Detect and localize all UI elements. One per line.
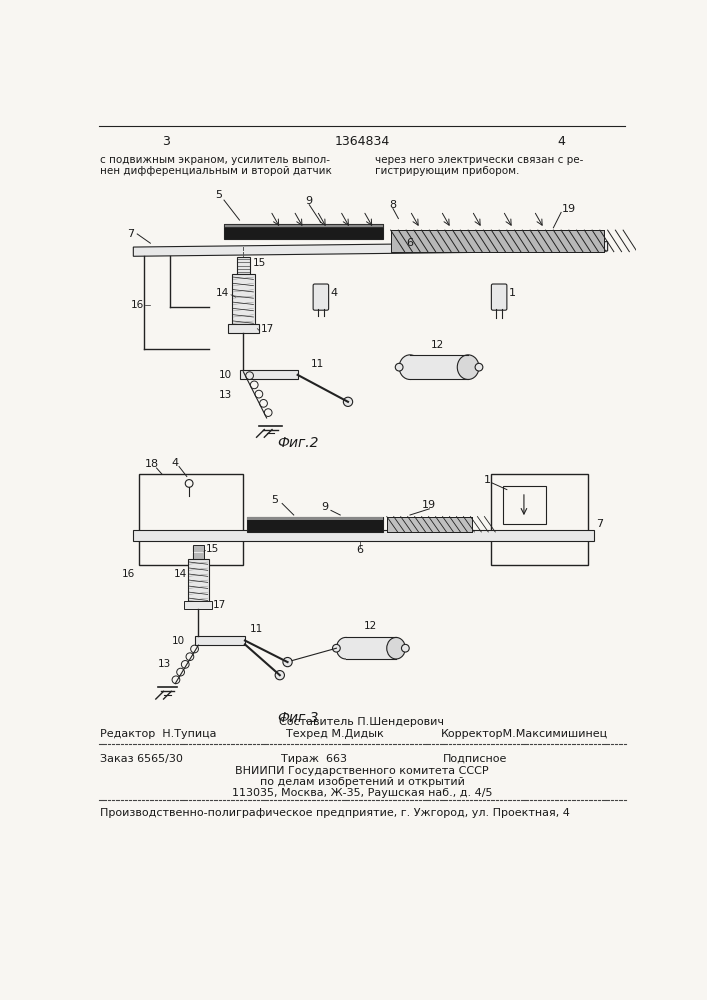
Text: нен дифференциальным и второй датчик: нен дифференциальным и второй датчик: [100, 166, 332, 176]
Bar: [193, 545, 204, 559]
Text: 4: 4: [557, 135, 565, 148]
Text: Редактор  Н.Тупица: Редактор Н.Тупица: [100, 729, 216, 739]
Bar: [410, 355, 468, 379]
Text: по делам изобретений и открытий: по делам изобретений и открытий: [259, 777, 464, 787]
Bar: [237, 257, 250, 274]
Circle shape: [344, 397, 353, 406]
Bar: [134, 530, 595, 541]
Text: 4: 4: [330, 288, 337, 298]
Bar: [194, 636, 245, 645]
Text: 5: 5: [215, 190, 222, 200]
Polygon shape: [134, 242, 607, 256]
Bar: [346, 637, 396, 659]
Bar: [503, 486, 546, 524]
Text: 15: 15: [252, 258, 266, 268]
Bar: [185, 601, 212, 609]
Text: 10: 10: [218, 370, 232, 380]
Text: 11: 11: [310, 359, 324, 369]
Circle shape: [402, 644, 409, 652]
Text: Техред М.Дидык: Техред М.Дидык: [286, 729, 384, 739]
Text: 4: 4: [172, 458, 179, 468]
Text: 113035, Москва, Ж-35, Раушская наб., д. 4/5: 113035, Москва, Ж-35, Раушская наб., д. …: [232, 788, 492, 798]
Text: 10: 10: [171, 636, 185, 646]
Text: 13: 13: [158, 659, 171, 669]
Text: Составитель П.Шендерович: Составитель П.Шендерович: [279, 717, 445, 727]
Text: 7: 7: [127, 229, 134, 239]
Text: 1: 1: [484, 475, 491, 485]
Text: 17: 17: [260, 324, 274, 334]
Text: 8: 8: [390, 200, 397, 210]
Text: через него электрически связан с ре-: через него электрически связан с ре-: [375, 155, 583, 165]
Bar: [387, 517, 472, 532]
Bar: [224, 224, 383, 239]
Bar: [387, 517, 472, 532]
Bar: [391, 230, 604, 252]
Bar: [139, 474, 243, 565]
Text: 19: 19: [562, 204, 576, 214]
Text: 15: 15: [206, 544, 219, 554]
Text: 17: 17: [212, 600, 226, 610]
Text: Фиг.2: Фиг.2: [277, 436, 318, 450]
FancyBboxPatch shape: [313, 284, 329, 310]
Text: 3: 3: [162, 135, 170, 148]
Text: 18: 18: [145, 459, 159, 469]
Bar: [391, 230, 604, 252]
Ellipse shape: [337, 637, 355, 659]
Text: Тираж  663: Тираж 663: [281, 754, 346, 764]
Text: 12: 12: [431, 340, 444, 350]
Text: 14: 14: [173, 569, 187, 579]
Text: 16: 16: [131, 300, 144, 310]
Text: Производственно-полиграфическое предприятие, г. Ужгород, ул. Проектная, 4: Производственно-полиграфическое предприя…: [100, 808, 570, 818]
Text: 13: 13: [218, 390, 232, 400]
Circle shape: [283, 657, 292, 667]
Text: 12: 12: [364, 621, 377, 631]
Text: 9: 9: [305, 196, 312, 206]
Text: Заказ 6565/30: Заказ 6565/30: [100, 754, 183, 764]
Bar: [232, 274, 255, 324]
Ellipse shape: [387, 637, 405, 659]
Text: 6: 6: [356, 545, 363, 555]
Text: Фиг.3: Фиг.3: [277, 711, 318, 725]
Text: 14: 14: [216, 288, 230, 298]
Bar: [247, 517, 383, 520]
Text: с подвижным экраном, усилитель выпол-: с подвижным экраном, усилитель выпол-: [100, 155, 330, 165]
Text: гистрирующим прибором.: гистрирующим прибором.: [375, 166, 520, 176]
Circle shape: [395, 363, 403, 371]
Bar: [224, 224, 383, 227]
Text: Подписное: Подписное: [443, 754, 508, 764]
Text: ВНИИПИ Государственного комитета СССР: ВНИИПИ Государственного комитета СССР: [235, 766, 489, 776]
FancyBboxPatch shape: [491, 284, 507, 310]
Text: 6: 6: [407, 238, 414, 248]
Circle shape: [332, 644, 340, 652]
Text: 7: 7: [596, 519, 604, 529]
Ellipse shape: [457, 355, 479, 379]
Text: 9: 9: [321, 502, 328, 512]
Bar: [247, 517, 383, 532]
Bar: [228, 324, 259, 333]
Text: 5: 5: [271, 495, 278, 505]
Ellipse shape: [399, 355, 421, 379]
Text: 1: 1: [508, 288, 515, 298]
Circle shape: [475, 363, 483, 371]
Text: 16: 16: [122, 569, 135, 579]
Text: 1364834: 1364834: [334, 135, 390, 148]
Bar: [240, 370, 298, 379]
Text: КорректорМ.Максимишинец: КорректорМ.Максимишинец: [441, 729, 608, 739]
Text: 11: 11: [250, 624, 263, 634]
Bar: [187, 559, 209, 601]
Text: 19: 19: [422, 500, 436, 510]
Bar: [491, 474, 588, 565]
Circle shape: [275, 671, 284, 680]
